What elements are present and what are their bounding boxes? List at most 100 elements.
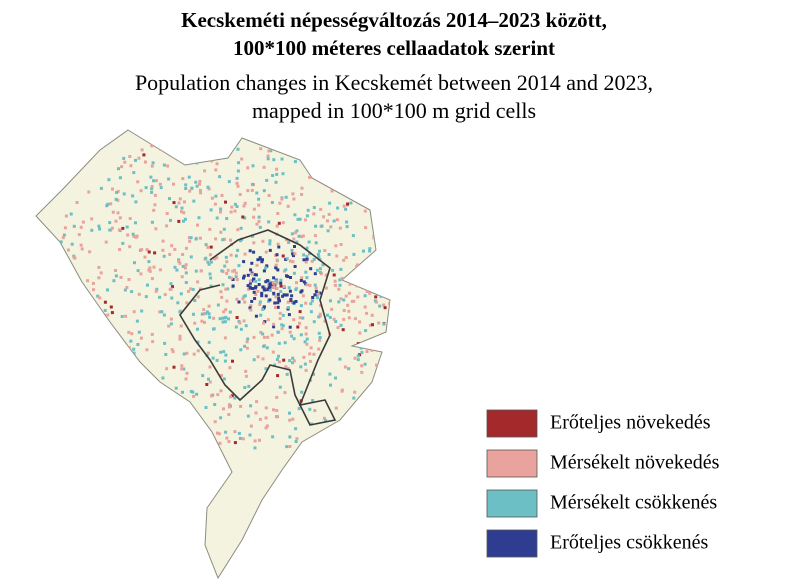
grid-cell <box>299 304 303 308</box>
grid-cell <box>241 215 245 219</box>
grid-cell <box>208 227 212 231</box>
grid-cell <box>262 335 266 339</box>
grid-cell <box>472 286 475 289</box>
grid-cell <box>356 295 360 299</box>
grid-cell <box>178 337 182 341</box>
grid-cell <box>270 333 274 337</box>
grid-cell <box>48 322 52 326</box>
grid-cell <box>314 224 318 228</box>
grid-cell <box>352 154 356 158</box>
grid-cell <box>328 201 332 205</box>
grid-cell <box>219 210 222 214</box>
grid-cell <box>266 279 269 283</box>
grid-cell <box>110 311 114 315</box>
grid-cell <box>216 393 220 397</box>
grid-cell <box>288 289 292 293</box>
grid-cell <box>59 342 63 346</box>
grid-cell <box>270 201 274 204</box>
grid-cell <box>125 225 129 229</box>
grid-cell <box>223 336 227 340</box>
grid-cell <box>255 191 259 195</box>
grid-cell <box>154 416 158 420</box>
grid-cell <box>221 320 225 324</box>
grid-cell <box>82 314 86 318</box>
grid-cell <box>371 263 375 266</box>
grid-cell <box>267 194 271 197</box>
grid-cell <box>461 194 464 197</box>
grid-cell <box>235 297 239 301</box>
grid-cell <box>180 367 184 371</box>
grid-cell <box>275 281 279 285</box>
grid-cell <box>434 257 437 260</box>
grid-cell <box>304 326 308 330</box>
grid-cell <box>162 254 166 258</box>
grid-cell <box>346 417 350 421</box>
grid-cell <box>428 402 431 405</box>
grid-cell <box>289 299 293 302</box>
grid-cell <box>408 259 411 262</box>
grid-cell <box>428 212 431 215</box>
grid-cell <box>278 201 282 205</box>
grid-cell <box>318 249 321 253</box>
grid-cell <box>311 296 315 299</box>
grid-cell <box>279 284 283 288</box>
grid-cell <box>99 186 103 190</box>
grid-cell <box>191 390 195 394</box>
grid-cell <box>407 346 410 349</box>
grid-cell <box>261 332 265 336</box>
grid-cell <box>158 182 162 186</box>
grid-cell <box>291 192 295 196</box>
grid-cell <box>342 309 346 312</box>
grid-cell <box>265 346 269 350</box>
grid-cell <box>378 252 382 256</box>
grid-cell <box>389 371 390 375</box>
grid-cell <box>392 363 395 366</box>
grid-cell <box>123 288 127 292</box>
grid-cell <box>333 279 337 283</box>
grid-cell <box>143 255 147 259</box>
grid-cell <box>455 205 458 208</box>
grid-cell <box>231 269 235 273</box>
grid-cell <box>343 424 347 428</box>
grid-cell <box>282 358 286 362</box>
grid-cell <box>281 221 285 225</box>
grid-cell <box>153 203 157 207</box>
grid-cell <box>198 179 202 183</box>
grid-cell <box>163 293 167 297</box>
grid-cell <box>224 430 228 434</box>
grid-cell <box>276 292 280 296</box>
grid-cell <box>137 292 141 296</box>
grid-cell <box>48 324 52 328</box>
grid-cell <box>207 377 210 381</box>
grid-cell <box>262 321 265 325</box>
grid-cell <box>277 245 281 249</box>
grid-cell <box>342 204 346 208</box>
grid-cell <box>151 161 155 165</box>
grid-cell <box>364 182 368 186</box>
grid-cell <box>224 308 228 312</box>
grid-cell <box>215 216 219 220</box>
grid-cell <box>173 420 177 424</box>
grid-cell <box>222 310 226 314</box>
grid-cell <box>216 431 219 435</box>
grid-cell <box>91 281 95 285</box>
grid-cell <box>308 175 312 179</box>
grid-cell <box>277 139 281 143</box>
grid-cell <box>66 269 69 273</box>
grid-cell <box>246 414 250 418</box>
grid-cell <box>355 438 358 442</box>
grid-cell <box>242 260 246 264</box>
grid-cell <box>333 283 337 287</box>
grid-cell <box>219 148 223 152</box>
grid-cell <box>288 325 292 329</box>
grid-cell <box>298 217 302 221</box>
grid-cell <box>230 394 234 398</box>
grid-cell <box>104 240 108 244</box>
grid-cell <box>254 411 258 415</box>
grid-cell <box>92 327 96 331</box>
grid-cell <box>90 228 94 232</box>
grid-cell <box>393 264 396 267</box>
grid-cell <box>355 265 359 268</box>
grid-cell <box>115 191 119 194</box>
grid-cell <box>261 285 265 289</box>
